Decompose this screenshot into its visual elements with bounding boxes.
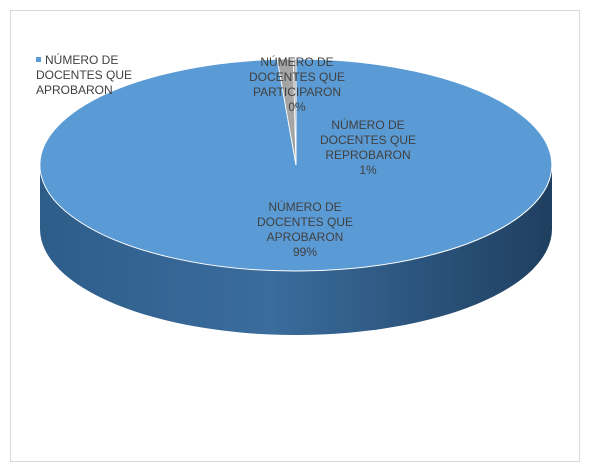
data-label-aprobaron-percent: 99% <box>292 245 318 259</box>
data-label-aprobaron-line2: DOCENTES QUE <box>256 215 353 229</box>
data-label-participaron-percent: 0% <box>288 100 306 114</box>
data-label-reprobaron-percent: 1% <box>359 163 377 177</box>
data-label-reprobaron: NÚMERO DE DOCENTES QUE REPROBARON 1% <box>308 118 428 178</box>
data-label-reprobaron-line1: NÚMERO DE <box>331 118 405 132</box>
legend-swatch <box>36 57 41 63</box>
data-label-reprobaron-line2: DOCENTES QUE <box>319 133 416 147</box>
legend-line-2: DOCENTES QUE <box>36 68 133 82</box>
data-label-aprobaron: NÚMERO DE DOCENTES QUE APROBARON 99% <box>245 200 365 260</box>
legend-line-1: NÚMERO DE <box>45 53 119 67</box>
data-label-participaron-line3: PARTICIPARON <box>252 85 341 99</box>
legend: NÚMERO DE DOCENTES QUE APROBARON <box>36 53 132 98</box>
data-label-participaron: NÚMERO DE DOCENTES QUE PARTICIPARON 0% <box>237 55 357 115</box>
legend-entry-aprobaron: NÚMERO DE <box>36 53 132 68</box>
data-label-aprobaron-line3: APROBARON <box>266 230 344 244</box>
data-label-participaron-line1: NÚMERO DE <box>260 55 334 69</box>
data-label-participaron-line2: DOCENTES QUE <box>248 70 345 84</box>
pie-side-aprobaron <box>40 165 552 335</box>
legend-line-3: APROBARON <box>36 83 113 97</box>
data-label-reprobaron-line3: REPROBARON <box>325 148 411 162</box>
data-label-aprobaron-line1: NÚMERO DE <box>268 200 342 214</box>
pie-slice-participaron <box>292 58 297 166</box>
